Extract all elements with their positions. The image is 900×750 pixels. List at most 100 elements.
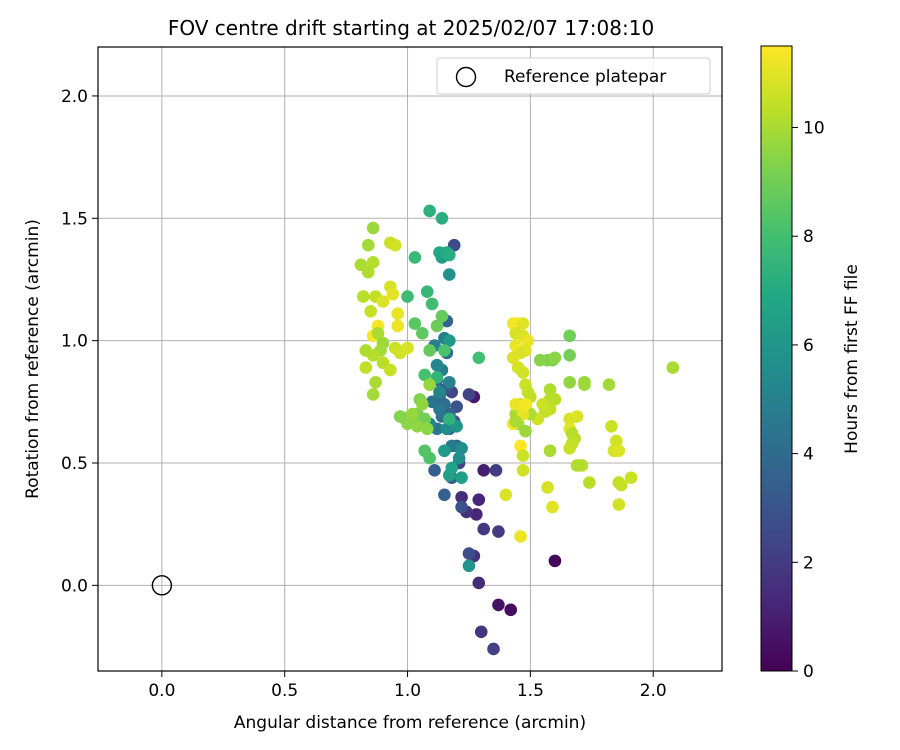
data-point [499,488,513,502]
data-point [666,361,680,374]
data-point [546,500,559,514]
data-point [563,375,576,389]
data-point [418,444,432,458]
data-point [438,344,451,357]
data-point [472,493,486,507]
data-point [401,290,414,303]
data-point [408,251,422,264]
colorbar-ticks: 0 2 4 6 8 10 [792,119,825,682]
data-point [455,471,468,484]
data-point [435,309,449,323]
data-point [371,327,385,340]
legend-box [436,57,711,95]
y-tick-label: 0.0 [61,576,88,596]
data-point [487,642,500,656]
data-point [423,378,436,391]
data-point [548,351,562,365]
data-point [610,434,623,448]
data-point [514,346,527,360]
data-point [423,344,436,357]
x-tick-label: 0.0 [148,681,175,701]
data-point [438,444,451,458]
data-point [443,412,456,426]
legend: Reference platepar [436,57,711,95]
data-point [583,476,596,489]
data-point [548,554,562,568]
data-point [391,319,405,333]
data-point [366,256,380,269]
colorbar-tick-label: 8 [803,227,814,247]
data-point [489,464,503,477]
x-axis-label: Angular distance from reference (arcmin) [234,713,586,733]
data-point [519,424,532,438]
data-point [614,478,628,492]
data-point [430,358,444,372]
data-point [470,508,483,521]
data-point [509,415,522,428]
data-point [376,295,390,308]
data-point [433,402,446,416]
colorbar [760,45,793,672]
data-point [364,304,377,318]
data-point [516,317,530,330]
data-point [514,439,527,453]
data-point [452,451,466,465]
data-point [440,422,454,436]
data-point [415,327,429,340]
data-point [366,388,380,401]
data-point [428,464,441,477]
data-point [433,385,446,399]
data-point [477,522,491,536]
data-point [575,459,589,472]
data-point [516,366,530,379]
data-point [474,625,488,639]
data-point [393,410,407,423]
data-point [359,361,373,374]
data-point [445,461,459,475]
data-point [361,238,375,252]
data-point [548,393,562,406]
data-point [443,334,456,347]
chart-title: FOV centre drift starting at 2025/02/07 … [168,16,654,40]
y-tick-label: 1.0 [61,332,88,352]
data-point [366,349,380,362]
x-tick-label: 1.0 [394,681,421,701]
data-point [533,353,547,367]
data-point [408,317,422,330]
data-point [472,576,486,590]
data-point [504,603,518,617]
data-point [521,334,535,347]
data-point [612,498,626,511]
data-point [578,378,591,391]
data-point [492,525,505,538]
data-point [612,444,626,458]
x-tick-label: 1.5 [517,681,544,701]
data-point [563,442,576,455]
data-point [443,248,456,262]
data-points [354,204,680,656]
x-axis-ticks: 0.0 0.5 1.0 1.5 2.0 [148,671,667,701]
data-point [438,488,451,502]
legend-marker-reference-platepar [455,66,477,88]
data-point [605,419,618,433]
colorbar-tick-label: 10 [803,119,825,139]
colorbar-tick-label: 2 [803,553,814,573]
y-tick-label: 0.5 [61,454,88,474]
data-point [386,287,400,301]
data-point [477,464,491,477]
data-point [435,211,449,225]
y-tick-label: 1.5 [61,209,88,229]
data-point [563,349,576,362]
data-point [543,444,557,458]
y-axis-ticks: 0.0 0.5 1.0 1.5 2.0 [61,87,98,596]
y-axis-label: Rotation from reference (arcmin) [23,219,43,499]
data-point [423,204,436,218]
data-point [406,407,419,421]
data-point [401,341,414,355]
data-point [516,449,530,462]
data-point [570,410,584,423]
colorbar-label: Hours from first FF file [842,264,862,454]
reference-platepar-marker [151,575,173,596]
data-point [462,547,476,560]
data-point [415,397,429,411]
